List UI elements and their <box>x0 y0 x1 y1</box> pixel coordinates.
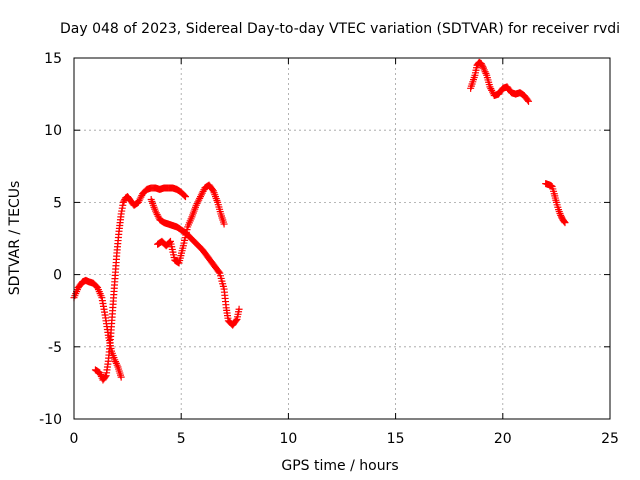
data-point <box>136 195 144 203</box>
data-point <box>486 83 494 91</box>
data-point <box>561 219 569 227</box>
data-point <box>117 373 125 381</box>
x-tick-label: 25 <box>601 431 619 447</box>
data-point <box>198 189 206 197</box>
plot-frame <box>73 57 611 420</box>
y-tick-label: 5 <box>53 195 62 211</box>
data-point <box>525 97 533 105</box>
y-tick-label: 10 <box>44 123 62 139</box>
series-track-4 <box>154 181 228 267</box>
data-point <box>154 212 162 220</box>
data-point <box>197 191 205 199</box>
data-point <box>153 211 161 219</box>
tick-layer: 0 5 10 15 20 25 -10 -5 0 5 10 15 <box>39 51 619 447</box>
data-point <box>524 96 532 104</box>
x-tick-label: 15 <box>387 431 405 447</box>
data-point <box>195 196 203 204</box>
y-tick-label: -10 <box>39 412 62 428</box>
y-axis-label: SDTVAR / TECUs <box>7 181 23 296</box>
data-point <box>152 209 160 217</box>
data-point <box>192 201 200 209</box>
x-tick-label: 10 <box>279 431 297 447</box>
series-track-2 <box>91 184 189 384</box>
y-tick-label: 0 <box>53 268 62 284</box>
x-tick-label: 5 <box>177 431 186 447</box>
data-point <box>181 193 189 201</box>
series-track-3 <box>147 196 243 329</box>
data-point <box>92 282 100 290</box>
data-point <box>194 198 202 206</box>
data-point <box>232 317 240 325</box>
data-point <box>235 305 243 313</box>
series-track-1 <box>70 276 125 381</box>
data-point <box>193 200 201 208</box>
chart-title: Day 048 of 2023, Sidereal Day-to-day VTE… <box>60 21 620 37</box>
y-tick-label: -5 <box>48 340 62 356</box>
x-tick-label: 20 <box>494 431 512 447</box>
data-point <box>101 373 109 381</box>
y-tick-label: 15 <box>44 51 62 67</box>
data-point <box>220 220 228 228</box>
data-point <box>196 194 204 202</box>
series-track-5 <box>467 58 533 105</box>
data-layer <box>70 58 569 384</box>
x-tick-label: 0 <box>70 431 79 447</box>
data-point <box>180 191 188 199</box>
data-point <box>560 218 568 226</box>
data-point <box>134 198 142 206</box>
data-point <box>215 268 223 276</box>
data-point <box>151 207 159 215</box>
data-point <box>209 186 217 194</box>
data-point <box>488 86 496 94</box>
data-point <box>196 193 204 201</box>
grid-layer <box>74 58 610 419</box>
series-track-6 <box>542 180 569 227</box>
data-point <box>137 193 145 201</box>
data-point <box>479 63 487 71</box>
data-point <box>135 197 143 205</box>
data-point <box>487 85 495 93</box>
data-point <box>181 192 189 200</box>
x-axis-label: GPS time / hours <box>281 458 398 474</box>
data-point <box>199 187 207 195</box>
